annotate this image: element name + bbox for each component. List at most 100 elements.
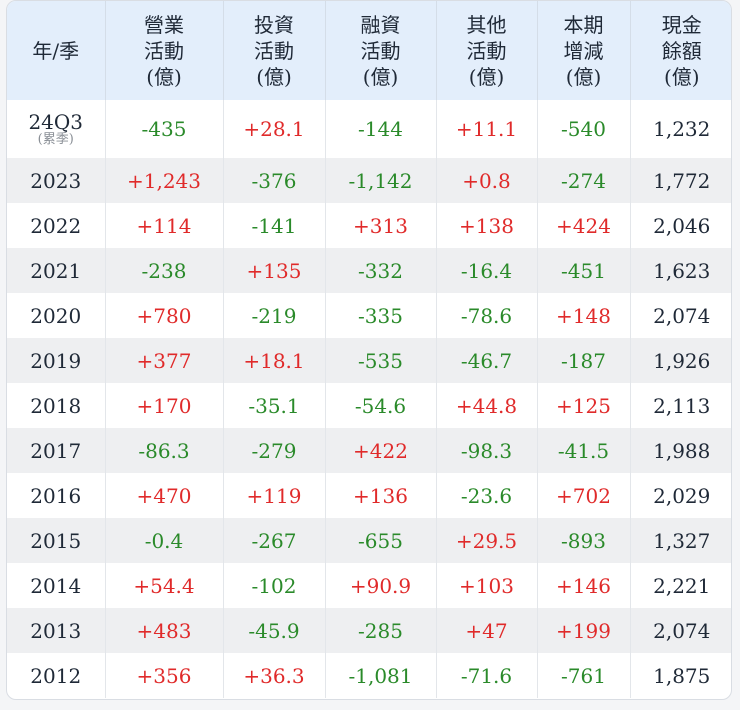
header-row: 年/季 營業 活動 (億) 投資 活動 (億) 融資 活動 (億)	[7, 1, 731, 100]
header-other-line2: 活動	[466, 38, 507, 63]
period-sublabel: (累季)	[37, 132, 74, 147]
investing-value: -219	[222, 293, 325, 338]
cash-flow-table-card: 年/季 營業 活動 (億) 投資 活動 (億) 融資 活動 (億)	[6, 0, 732, 700]
header-financing-line1: 融資	[360, 12, 401, 37]
investing-value: -376	[222, 158, 325, 203]
operating-value: -435	[104, 100, 223, 158]
other-value: -16.4	[435, 248, 537, 293]
investing-value: +36.3	[222, 653, 325, 698]
table-row: 2017 -86.3 -279 +422 -98.3 -41.5 1,988	[7, 428, 731, 473]
header-period-label: 年/季	[32, 38, 80, 63]
cash-balance-value: 1,327	[629, 518, 731, 563]
change-value: +148	[536, 293, 630, 338]
header-cash-line2: 餘額	[661, 38, 702, 63]
period-cell: 2014	[7, 563, 105, 608]
cash-balance-value: 1,232	[629, 100, 731, 158]
operating-value: +170	[104, 383, 223, 428]
table-row: 2015 -0.4 -267 -655 +29.5 -893 1,327	[7, 518, 731, 563]
header-other-line1: 其他	[466, 12, 507, 37]
cash-balance-value: 2,046	[629, 203, 731, 248]
other-value: -71.6	[435, 653, 537, 698]
table-row: 2022 +114 -141 +313 +138 +424 2,046	[7, 203, 731, 248]
financing-value: +313	[324, 203, 436, 248]
period-label: 2014	[30, 573, 82, 598]
cash-balance-value: 2,074	[629, 293, 731, 338]
header-cash-unit: (億)	[663, 64, 700, 89]
change-value: -187	[536, 338, 630, 383]
period-cell: 2012	[7, 653, 105, 698]
investing-value: +119	[222, 473, 325, 518]
period-cell: 2019	[7, 338, 105, 383]
investing-value: -279	[222, 428, 325, 473]
period-cell: 2021	[7, 248, 105, 293]
investing-value: -102	[222, 563, 325, 608]
other-value: +47	[435, 608, 537, 653]
financing-value: -54.6	[324, 383, 436, 428]
cash-balance-value: 2,029	[629, 473, 731, 518]
cash-flow-table: 年/季 營業 活動 (億) 投資 活動 (億) 融資 活動 (億)	[7, 1, 731, 698]
header-investing-unit: (億)	[256, 64, 292, 89]
period-label: 2020	[30, 303, 82, 328]
operating-value: +54.4	[104, 563, 223, 608]
change-value: -540	[536, 100, 630, 158]
change-value: -41.5	[536, 428, 630, 473]
change-value: -893	[536, 518, 630, 563]
operating-value: +356	[104, 653, 223, 698]
header-change-unit: (億)	[565, 64, 602, 89]
other-value: +11.1	[435, 100, 537, 158]
financing-value: +90.9	[324, 563, 436, 608]
period-label: 24Q3	[28, 110, 84, 134]
investing-value: +18.1	[222, 338, 325, 383]
period-label: 2017	[30, 438, 82, 463]
header-cash-line1: 現金	[661, 12, 702, 37]
period-cell: 2013	[7, 608, 105, 653]
other-value: -98.3	[435, 428, 537, 473]
period-label: 2012	[30, 663, 82, 688]
other-value: +44.8	[435, 383, 537, 428]
financing-value: +422	[324, 428, 436, 473]
change-value: +146	[536, 563, 630, 608]
header-operating-unit: (億)	[146, 64, 182, 89]
table-row: 2020 +780 -219 -335 -78.6 +148 2,074	[7, 293, 731, 338]
investing-value: -45.9	[222, 608, 325, 653]
operating-value: -0.4	[104, 518, 223, 563]
change-value: -451	[536, 248, 630, 293]
other-value: -78.6	[435, 293, 537, 338]
header-investing-line2: 活動	[254, 38, 294, 63]
header-financing-unit: (億)	[362, 64, 399, 89]
change-value: +199	[536, 608, 630, 653]
header-financing: 融資 活動 (億)	[324, 1, 436, 100]
header-investing: 投資 活動 (億)	[222, 1, 325, 100]
operating-value: +483	[104, 608, 223, 653]
operating-value: -238	[104, 248, 223, 293]
financing-value: -144	[324, 100, 436, 158]
cash-balance-value: 2,113	[629, 383, 731, 428]
financing-value: -655	[324, 518, 436, 563]
operating-value: -86.3	[104, 428, 223, 473]
period-cell: 2015	[7, 518, 105, 563]
table-row: 2018 +170 -35.1 -54.6 +44.8 +125 2,113	[7, 383, 731, 428]
change-value: +125	[536, 383, 630, 428]
operating-value: +377	[104, 338, 223, 383]
cash-balance-value: 1,772	[629, 158, 731, 203]
other-value: -23.6	[435, 473, 537, 518]
operating-value: +114	[104, 203, 223, 248]
header-financing-line2: 活動	[360, 38, 401, 63]
financing-value: -1,142	[324, 158, 436, 203]
period-label: 2023	[30, 168, 82, 193]
table-body: 24Q3 (累季) -435 +28.1 -144 +11.1 -540 1,232 2023 +…	[7, 100, 731, 698]
cash-balance-value: 1,623	[629, 248, 731, 293]
table-row: 2014 +54.4 -102 +90.9 +103 +146 2,221	[7, 563, 731, 608]
financing-value: -332	[324, 248, 436, 293]
period-cell: 24Q3 (累季)	[7, 100, 105, 158]
period-label: 2021	[30, 258, 82, 283]
table-row: 2021 -238 +135 -332 -16.4 -451 1,623	[7, 248, 731, 293]
financing-value: -335	[324, 293, 436, 338]
period-label: 2015	[30, 528, 82, 553]
investing-value: -267	[222, 518, 325, 563]
period-label: 2022	[30, 213, 82, 238]
change-value: -761	[536, 653, 630, 698]
header-change-line2: 增減	[563, 38, 604, 63]
cash-balance-value: 2,221	[629, 563, 731, 608]
cash-balance-value: 1,988	[629, 428, 731, 473]
